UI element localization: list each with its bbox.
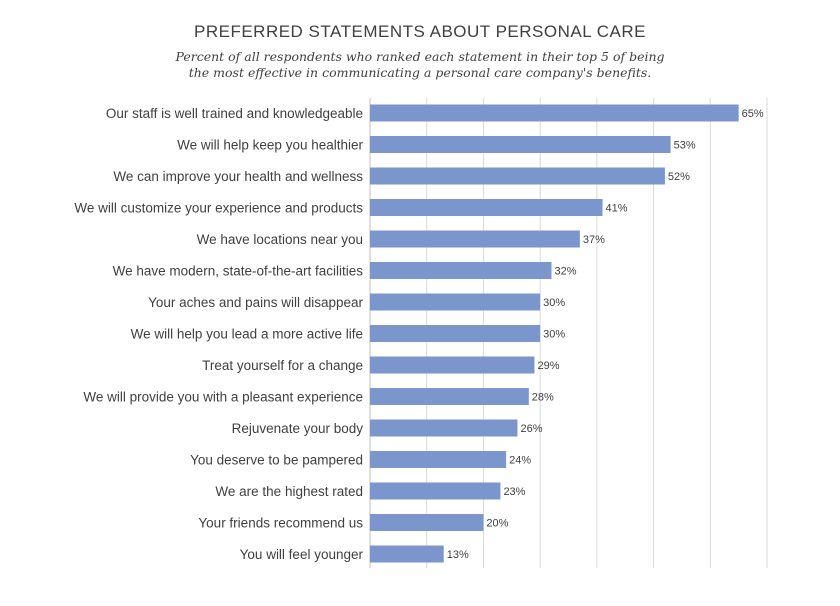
category-label: Rejuvenate your body [232,421,364,436]
value-label: 37% [583,234,605,246]
bar [370,293,541,311]
value-label: 23% [503,486,525,498]
value-label: 26% [520,423,542,435]
bar [370,104,739,122]
chart-subtitle-line-2: the most effective in communicating a pe… [188,65,652,80]
category-label: Your aches and pains will disappear [148,295,363,310]
bar [370,167,665,185]
category-label: We will provide you with a pleasant expe… [83,390,363,405]
bar [370,419,518,437]
bar [370,325,541,342]
category-label: We have locations near you [197,232,363,247]
value-labels: 65% 53% 52% 41% 37% 32% 30% 30% 29% 28% 26% 24% 23% 2… [447,108,764,561]
bar [370,388,529,405]
category-label: We can improve your health and wellness [113,169,363,184]
category-label: We will customize your experience and pr… [74,201,363,216]
value-label: 24% [509,455,531,467]
bar [370,482,501,500]
value-label: 52% [668,171,690,183]
bar [370,199,603,216]
value-label: 29% [537,360,559,372]
value-label: 28% [532,392,554,404]
chart-title: PREFERRED STATEMENTS ABOUT PERSONAL CARE [193,22,646,41]
category-labels: Our staff is well trained and knowledgea… [74,106,363,562]
bar [370,451,507,468]
bar [370,514,484,531]
category-label: We will help you lead a more active life [131,327,363,342]
category-label: Treat yourself for a change [202,358,363,373]
category-label: You will feel younger [240,547,364,562]
category-label: We are the highest rated [215,484,363,499]
chart-subtitle-line-1: Percent of all respondents who ranked ea… [175,49,665,64]
value-label: 41% [606,203,628,215]
bar [370,356,535,374]
bars [370,104,739,563]
category-label: Our staff is well trained and knowledgea… [106,106,363,121]
bar [370,545,444,563]
value-label: 13% [447,549,469,561]
value-label: 30% [543,329,565,341]
value-label: 65% [742,108,764,120]
bar [370,230,580,248]
value-label: 53% [674,140,696,152]
bar [370,136,671,153]
value-label: 32% [554,266,576,278]
bar [370,262,552,279]
category-label: We have modern, state-of-the-art facilit… [113,264,364,279]
value-label: 20% [486,518,508,530]
category-label: Your friends recommend us [198,516,363,531]
category-label: You deserve to be pampered [190,453,363,468]
value-label: 30% [543,297,565,309]
category-label: We will help keep you healthier [177,138,363,153]
